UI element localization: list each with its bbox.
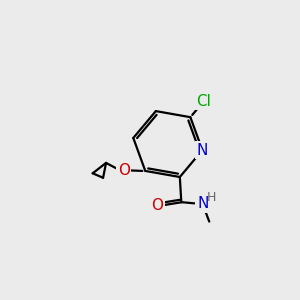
Text: Cl: Cl xyxy=(196,94,211,109)
Text: N: N xyxy=(197,142,208,158)
Text: N: N xyxy=(197,196,208,211)
Text: H: H xyxy=(206,191,216,204)
Text: O: O xyxy=(118,163,130,178)
Text: O: O xyxy=(152,198,164,213)
